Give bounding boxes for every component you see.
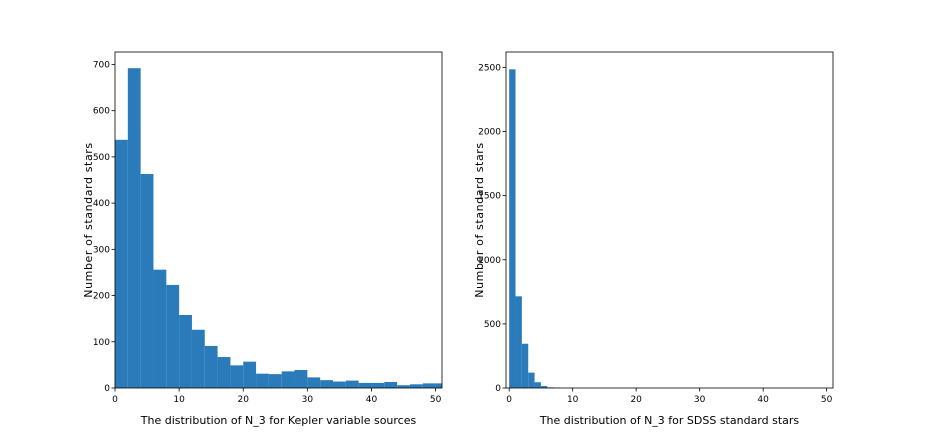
kepler-bar [179, 314, 192, 388]
sdss-x-tick-label: 50 [821, 395, 833, 405]
kepler-x-tick-label: 40 [366, 395, 378, 405]
sdss-x-axis-label: The distribution of N_3 for SDSS standar… [539, 414, 800, 427]
kepler-bar [435, 383, 442, 388]
kepler-y-tick-label: 600 [93, 107, 110, 117]
sdss-y-tick-label: 1000 [478, 256, 501, 266]
kepler-bar [115, 139, 128, 388]
kepler-x-tick-label: 10 [173, 395, 185, 405]
kepler-y-tick-label: 400 [93, 199, 110, 209]
kepler-plot-frame [114, 51, 443, 389]
sdss-bar [521, 343, 529, 388]
sdss-y-axis-label: Number of standard stars [473, 142, 486, 298]
kepler-bar [268, 374, 282, 388]
sdss-y-tick-label: 2500 [478, 63, 501, 73]
kepler-y-tick-label: 500 [93, 153, 110, 163]
kepler-bar [422, 383, 436, 388]
kepler-bar [345, 380, 359, 388]
kepler-bar [256, 373, 269, 388]
sdss-x-tick-label: 10 [567, 395, 579, 405]
sdss-bar [540, 386, 548, 388]
kepler-bar [204, 345, 218, 388]
kepler-x-tick-label: 20 [238, 395, 250, 405]
kepler-bar [230, 365, 244, 388]
sdss-y-tick-label: 1500 [478, 192, 501, 202]
sdss-bar [509, 69, 516, 388]
kepler-bar [191, 329, 205, 388]
sdss-x-tick-label: 40 [757, 395, 769, 405]
kepler-bar [294, 369, 308, 388]
kepler-bar [217, 357, 231, 388]
sdss-plot-frame [505, 51, 834, 389]
kepler-bar [358, 382, 372, 388]
kepler-bars [115, 68, 442, 389]
sdss-bars [509, 69, 560, 388]
kepler-bar [320, 380, 333, 388]
kepler-bar [153, 269, 167, 388]
kepler-bar [243, 361, 257, 388]
sdss-x-tick-label: 0 [506, 395, 512, 405]
kepler-x-axis-label: The distribution of N_3 for Kepler varia… [140, 414, 417, 427]
kepler-bar [281, 371, 295, 388]
kepler-y-axis-label: Number of standard stars [82, 142, 95, 298]
kepler-bar [307, 377, 321, 388]
kepler-x-tick-label: 30 [302, 395, 314, 405]
sdss-y-tick-label: 500 [484, 320, 501, 330]
kepler-bar [166, 284, 180, 388]
kepler-x-tick-label: 50 [430, 395, 442, 405]
kepler-y-tick-label: 100 [93, 338, 110, 348]
kepler-bar [140, 174, 154, 388]
kepler-bar [384, 381, 398, 388]
kepler-bar [397, 385, 410, 388]
sdss-x-tick-label: 20 [630, 395, 642, 405]
sdss-bar [528, 372, 535, 388]
kepler-x-tick-label: 0 [112, 395, 118, 405]
kepler-bar [127, 68, 141, 389]
kepler-bar [409, 384, 423, 388]
kepler-y-tick-label: 200 [93, 292, 110, 302]
kepler-y-tick-label: 300 [93, 245, 110, 255]
sdss-bar [534, 382, 541, 388]
sdss-y-tick-label: 2000 [478, 128, 501, 138]
kepler-bar [371, 382, 385, 388]
kepler-y-tick-label: 700 [93, 60, 110, 70]
sdss-x-tick-label: 30 [694, 395, 706, 405]
sdss-y-tick-label: 0 [495, 384, 501, 394]
kepler-y-tick-label: 0 [104, 384, 110, 394]
kepler-bar [333, 381, 346, 388]
sdss-bar [515, 296, 522, 388]
